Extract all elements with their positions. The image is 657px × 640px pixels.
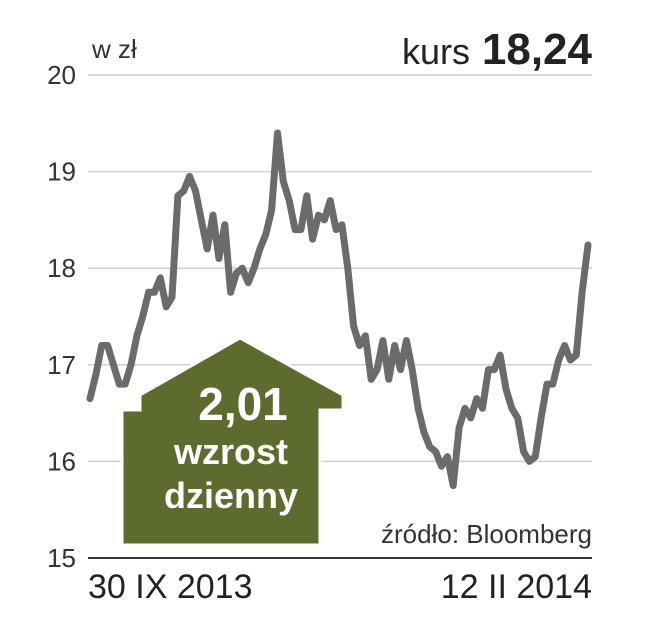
price-line [86,129,592,490]
kurs-value: 18,24 [482,25,593,74]
y-tick-label: 15 [47,543,76,573]
kurs-label: kurs [402,31,470,72]
daily-change-badge: 2,01 wzrost dzienny [120,336,345,547]
y-tick-label: 20 [47,60,76,90]
y-tick-labels: 15 16 17 18 19 20 [47,60,76,573]
y-unit-label: w zł [91,34,137,64]
y-tick-label: 18 [47,253,76,283]
badge-line-1: wzrost [173,431,288,472]
y-tick-label: 17 [47,350,76,380]
source-label: źródło: Bloomberg [381,519,592,549]
y-tick-label: 16 [47,446,76,476]
badge-arrow-shape [120,336,345,547]
x-label-end: 12 II 2014 [441,568,592,606]
badge-value: 2,01 [198,378,288,430]
badge-line-2: dzienny [164,475,298,516]
y-tick-label: 19 [47,157,76,187]
price-series [86,129,592,490]
x-label-start: 30 IX 2013 [88,568,252,606]
